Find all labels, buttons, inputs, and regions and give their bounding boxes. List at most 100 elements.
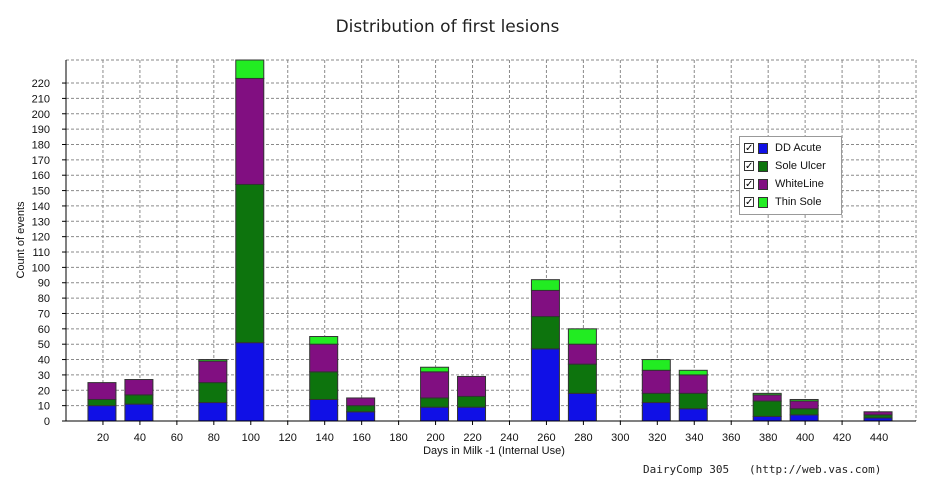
bar-segment xyxy=(678,392,708,410)
axes xyxy=(62,60,916,425)
bar-segment xyxy=(567,392,597,422)
y-tick-label: 130 xyxy=(32,216,50,228)
bar-segment xyxy=(198,402,228,422)
x-tick-label: 340 xyxy=(685,432,703,444)
bar-segment xyxy=(198,360,228,384)
legend-label: Sole Ulcer xyxy=(775,160,826,172)
y-tick-label: 140 xyxy=(32,201,50,213)
x-tick-label: 240 xyxy=(500,432,518,444)
bar-segment xyxy=(420,371,450,399)
legend-checkbox[interactable]: ✓ xyxy=(744,197,754,208)
bar-segment xyxy=(567,328,597,345)
legend-item[interactable]: ✓ DD Acute xyxy=(744,139,837,157)
bar-segment xyxy=(124,379,154,396)
bar-segment xyxy=(198,382,228,404)
y-tick-label: 60 xyxy=(38,324,50,336)
legend-checkbox[interactable]: ✓ xyxy=(744,179,754,190)
legend-checkbox[interactable]: ✓ xyxy=(744,161,754,172)
bar-segment xyxy=(530,316,560,350)
y-tick-label: 170 xyxy=(32,155,50,167)
x-tick-label: 160 xyxy=(352,432,370,444)
bar-segment xyxy=(789,398,819,402)
bar-segment xyxy=(752,392,782,396)
bar-segment xyxy=(863,411,893,416)
y-tick-label: 210 xyxy=(32,93,50,105)
bar-segment xyxy=(789,414,819,422)
x-tick-label: 200 xyxy=(426,432,444,444)
y-tick-label: 10 xyxy=(38,401,50,413)
x-tick-label: 440 xyxy=(870,432,888,444)
y-tick-label: 200 xyxy=(32,109,50,121)
x-tick-label: 140 xyxy=(316,432,334,444)
y-tick-label: 80 xyxy=(38,293,50,305)
legend-checkbox[interactable]: ✓ xyxy=(744,143,754,154)
bar-segment xyxy=(87,382,117,400)
bar-segment xyxy=(678,408,708,422)
bar-segment xyxy=(309,343,339,373)
y-tick-label: 160 xyxy=(32,170,50,182)
bar-segment xyxy=(87,398,117,407)
x-tick-label: 180 xyxy=(389,432,407,444)
bar-segment xyxy=(346,405,376,413)
y-tick-label: 90 xyxy=(38,278,50,290)
legend-swatch xyxy=(758,160,768,172)
x-tick-label: 120 xyxy=(279,432,297,444)
y-tick-label: 50 xyxy=(38,339,50,351)
legend-swatch xyxy=(758,196,768,208)
x-tick-label: 280 xyxy=(574,432,592,444)
x-tick-label: 400 xyxy=(796,432,814,444)
bar-segment xyxy=(530,348,560,422)
y-tick-label: 120 xyxy=(32,232,50,244)
bar-segment xyxy=(309,336,339,345)
legend-item[interactable]: ✓ Sole Ulcer xyxy=(744,157,837,175)
y-tick-label: 150 xyxy=(32,186,50,198)
bar-segment xyxy=(235,342,265,422)
y-tick-label: 180 xyxy=(32,139,50,151)
legend-item[interactable]: ✓ WhiteLine xyxy=(744,175,837,193)
legend-item[interactable]: ✓ Thin Sole xyxy=(744,193,837,211)
bar-segment xyxy=(752,400,782,417)
bar-segment xyxy=(641,359,671,371)
bar-segment xyxy=(457,395,487,408)
x-tick-label: 40 xyxy=(134,432,146,444)
bar-segment xyxy=(309,398,339,422)
y-axis-label: Count of events xyxy=(15,201,27,279)
bar-segment xyxy=(641,392,671,404)
bar-segment xyxy=(457,375,487,397)
bar-segment xyxy=(235,59,265,79)
x-tick-label: 80 xyxy=(208,432,220,444)
bar-segment xyxy=(641,369,671,394)
bar-segment xyxy=(752,394,782,402)
bar-segment xyxy=(420,406,450,422)
bar-segment xyxy=(567,363,597,394)
x-tick-label: 260 xyxy=(537,432,555,444)
bar-segment xyxy=(346,397,376,407)
legend-swatch xyxy=(758,142,768,154)
chart-title: Distribution of first lesions xyxy=(335,17,560,37)
x-axis-label: Days in Milk -1 (Internal Use) xyxy=(423,445,565,457)
tick-labels: 0 10 20 30 40 50 60 70 80 90 100 110 120 130 140 150 160… xyxy=(32,78,889,444)
y-tick-label: 30 xyxy=(38,370,50,382)
x-tick-label: 100 xyxy=(242,432,260,444)
x-tick-label: 220 xyxy=(463,432,481,444)
x-tick-label: 360 xyxy=(722,432,740,444)
bar-segment xyxy=(678,369,708,376)
x-tick-label: 420 xyxy=(833,432,851,444)
bar-segment xyxy=(87,405,117,422)
bar-segment xyxy=(641,402,671,422)
y-tick-label: 100 xyxy=(32,262,50,274)
x-tick-label: 320 xyxy=(648,432,666,444)
bar-segment xyxy=(198,359,228,362)
legend-label: DD Acute xyxy=(775,142,822,154)
bar-segment xyxy=(309,371,339,400)
bar-segment xyxy=(124,394,154,405)
bar-segment xyxy=(752,415,782,422)
bar-segment xyxy=(124,403,154,422)
x-tick-label: 380 xyxy=(759,432,777,444)
bar-segment xyxy=(346,411,376,422)
bar-segment xyxy=(235,183,265,344)
x-tick-label: 20 xyxy=(97,432,109,444)
bar-segment xyxy=(678,374,708,394)
bar-segment xyxy=(789,400,819,410)
